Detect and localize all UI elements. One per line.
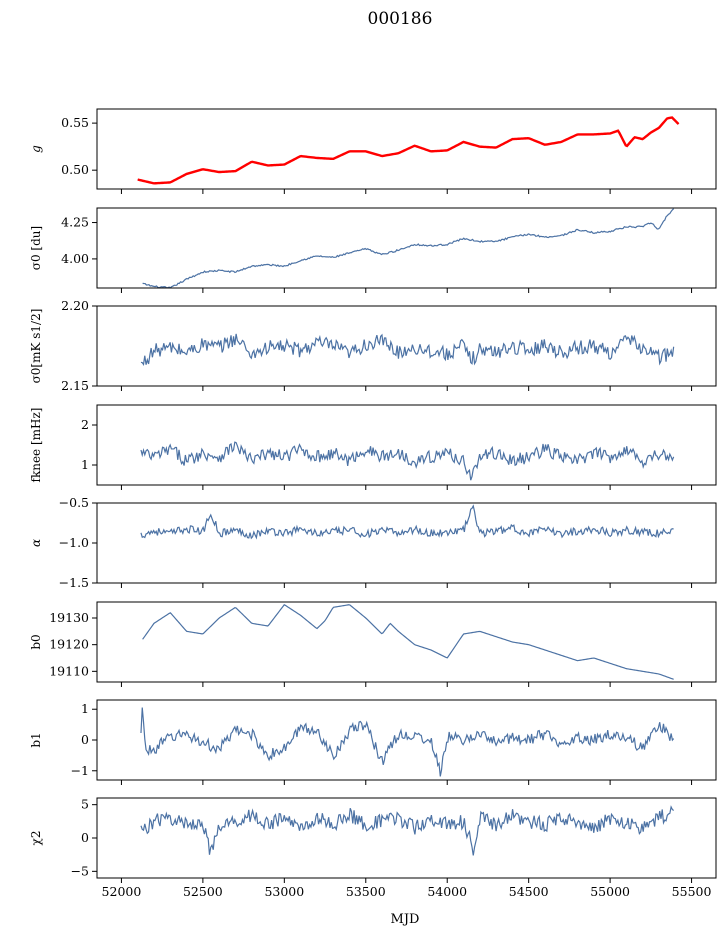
axes-frame xyxy=(96,305,717,387)
y-axis-label-sigma0-mk: σ0[mK s1/2] xyxy=(29,309,43,384)
x-tick-label: 54500 xyxy=(509,884,549,899)
x-tick-label: 55500 xyxy=(672,884,712,899)
series-line xyxy=(140,707,675,777)
series-line xyxy=(137,116,679,184)
axes-frame xyxy=(96,404,717,486)
panel-5: −1.5 −1.0 −0.5 α xyxy=(29,495,717,590)
series-line xyxy=(140,805,675,856)
overlay-line xyxy=(137,116,680,185)
axes-frame xyxy=(96,502,717,584)
y-axis-label-alpha: α xyxy=(29,539,43,547)
y-tick-label: 2 xyxy=(81,417,89,432)
y-tick-label: −1.5 xyxy=(59,575,89,590)
x-tick-label: 54000 xyxy=(427,884,467,899)
axes-frame xyxy=(96,207,717,289)
y-tick-label: 2.20 xyxy=(61,298,89,313)
y-tick-label: −1.0 xyxy=(59,535,89,550)
y-tick-label: −0.5 xyxy=(59,495,89,510)
x-axis-label: MJD xyxy=(391,912,420,927)
y-axis-label-g: g xyxy=(29,145,43,153)
x-tick-label: 52500 xyxy=(183,884,223,899)
y-tick-label: 1 xyxy=(81,457,89,472)
panel-2: 4.00 4.25 σ0 [du] xyxy=(29,207,717,293)
panel-8: −5 0 5 52000 52500 53000 53500 54000 54500 55000 5… xyxy=(29,797,717,899)
y-axis-label-chi2: χ2 xyxy=(29,831,43,846)
panels: 0.50 0.55 g 4.00 4.25 σ0 [du] 2.15 2.20 σ0[mK s1… xyxy=(29,108,717,899)
panel-1: 0.50 0.55 g xyxy=(29,108,717,194)
x-tick-label: 55000 xyxy=(590,884,630,899)
y-tick-label: 0.55 xyxy=(61,115,89,130)
y-tick-label: 2.15 xyxy=(61,378,89,393)
axes-frame xyxy=(96,797,717,879)
y-tick-label: 0 xyxy=(81,830,89,845)
x-tick-label: 53500 xyxy=(346,884,386,899)
y-tick-label: 19110 xyxy=(49,663,89,678)
y-axis-label-sigma0-du: σ0 [du] xyxy=(29,226,43,270)
series-line xyxy=(140,504,674,540)
axes-frame xyxy=(96,699,717,781)
y-tick-label: 19130 xyxy=(49,610,89,625)
panel-4: 1 2 fknee [mHz] xyxy=(29,404,717,490)
y-tick-label: 5 xyxy=(81,797,89,812)
x-tick-label: 52000 xyxy=(102,884,142,899)
y-tick-label: 0 xyxy=(81,732,89,747)
y-tick-label: −1 xyxy=(71,763,89,778)
y-axis-label-b1: b1 xyxy=(29,732,43,747)
y-tick-label: 0.50 xyxy=(61,162,89,177)
y-axis-label-fknee: fknee [mHz] xyxy=(29,408,43,483)
panel-6: 19110 19120 19130 b0 xyxy=(29,601,717,687)
series-line xyxy=(142,604,674,680)
panel-7: −1 0 1 b1 xyxy=(29,699,717,785)
y-tick-label: 1 xyxy=(81,701,89,716)
y-tick-label: 19120 xyxy=(49,637,89,652)
y-tick-label: −5 xyxy=(71,863,89,878)
axes-frame xyxy=(96,108,717,190)
figure-title: 000186 xyxy=(368,9,433,29)
y-tick-label: 4.25 xyxy=(61,215,89,230)
series-line xyxy=(142,208,675,289)
x-tick-label: 53000 xyxy=(264,884,304,899)
axes-frame xyxy=(96,601,717,683)
series-line xyxy=(140,441,675,481)
panel-3: 2.15 2.20 σ0[mK s1/2] xyxy=(29,298,717,393)
y-axis-label-b0: b0 xyxy=(29,634,43,649)
y-tick-label: 4.00 xyxy=(61,251,89,266)
series-line xyxy=(140,333,675,366)
